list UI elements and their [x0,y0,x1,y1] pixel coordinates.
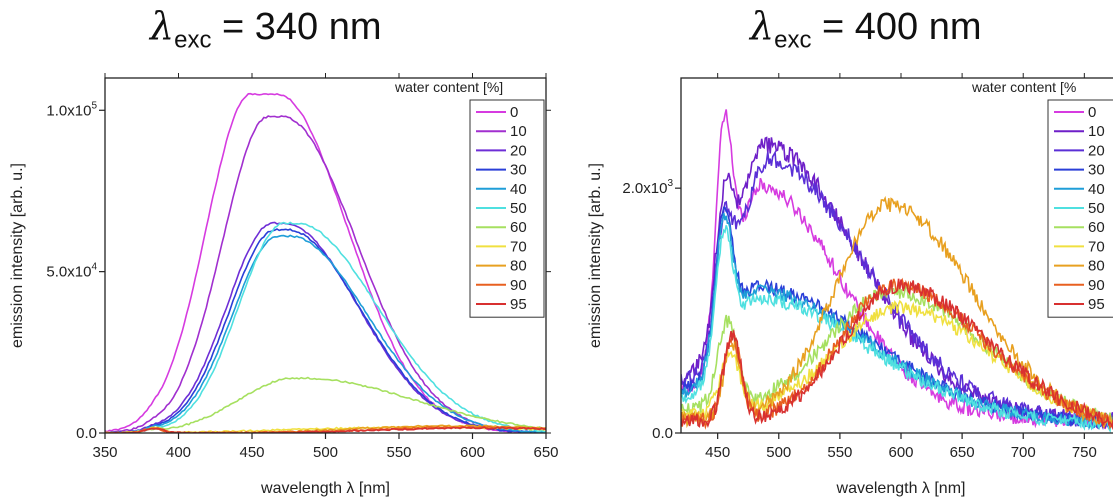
legend-label: 90 [1088,277,1105,294]
series-group [681,109,1113,433]
x-tick-label: 450 [239,444,264,461]
legend-label: 30 [1088,162,1105,179]
x-axis-label: wavelength λ [nm] [260,480,390,497]
y-tick-label: 1.0x105 [46,100,97,119]
legend-label: 20 [1088,142,1105,159]
x-tick-label: 550 [386,444,411,461]
chart-panel-400: λexc = 400 nm 450 500 550 600 650 700 750 0.0 2.… [570,0,1113,497]
legend-label: 80 [510,258,527,275]
series-line-50 [105,221,546,433]
legend-label: 95 [510,296,527,313]
x-tick-label: 600 [460,444,485,461]
series-line-30 [105,228,546,433]
x-tick-label: 500 [766,444,791,461]
legend-label: 20 [510,142,527,159]
series-line-95 [105,426,546,433]
legend-label: 10 [510,123,527,140]
x-tick-label: 350 [92,444,117,461]
legend-label: 30 [510,162,527,179]
series-group [105,92,546,433]
legend-label: 95 [1088,296,1105,313]
x-tick-label: 750 [1072,444,1097,461]
x-tick-label: 650 [950,444,975,461]
legend-label: 0 [510,104,518,121]
x-tick-label: 500 [313,444,338,461]
chart-panel-340: λexc = 340 nm 350 400 450 500 550 600 650 0.0 5.… [9,4,559,497]
series-line-40 [105,234,546,433]
series-line-95 [681,278,1113,431]
legend-label: 60 [510,219,527,236]
x-tick-label: 400 [166,444,191,461]
y-tick-label: 0.0 [652,425,673,442]
series-line-60 [105,376,546,433]
x-tick-label: 650 [533,444,558,461]
legend: water content [%] 0 10 20 30 40 50 60 70 80 90 95 [394,79,545,318]
chart-canvas: 450 500 550 600 650 700 7500.02.0x103wavelengt… [587,73,1113,497]
x-tick-label: 700 [1011,444,1036,461]
x-tick-label: 450 [705,444,730,461]
x-tick-label: 550 [827,444,852,461]
legend-label: 50 [510,200,527,217]
legend-title: water content [%] [394,79,503,95]
series-line-50 [681,225,1113,433]
chart-canvas: 350 400 450 500 550 600 6500.05.0x1041.0x105wa… [9,73,559,497]
legend-label: 90 [510,277,527,294]
legend-label: 40 [510,181,527,198]
y-axis-label: emission intensity [arb. u.] [587,163,604,348]
legend: water content [% 0 10 20 30 40 50 60 70 80 90 95 [971,79,1113,318]
legend-label: 0 [1088,104,1096,121]
legend-label: 40 [1088,181,1105,198]
x-axis-label: wavelength λ [nm] [836,480,966,497]
legend-label: 60 [1088,219,1105,236]
chart-title: λexc = 340 nm [150,4,382,54]
legend-label: 10 [1088,123,1105,140]
legend-title: water content [% [971,79,1076,95]
legend-label: 50 [1088,200,1105,217]
y-tick-label: 2.0x103 [622,178,673,197]
y-tick-label: 5.0x104 [46,262,97,281]
legend-label: 70 [510,238,527,255]
y-axis-label: emission intensity [arb. u.] [9,163,26,348]
x-tick-label: 600 [888,444,913,461]
legend-label: 80 [1088,258,1105,275]
y-tick-label: 0.0 [76,425,97,442]
legend-label: 70 [1088,238,1105,255]
chart-title: λexc = 400 nm [750,4,982,54]
